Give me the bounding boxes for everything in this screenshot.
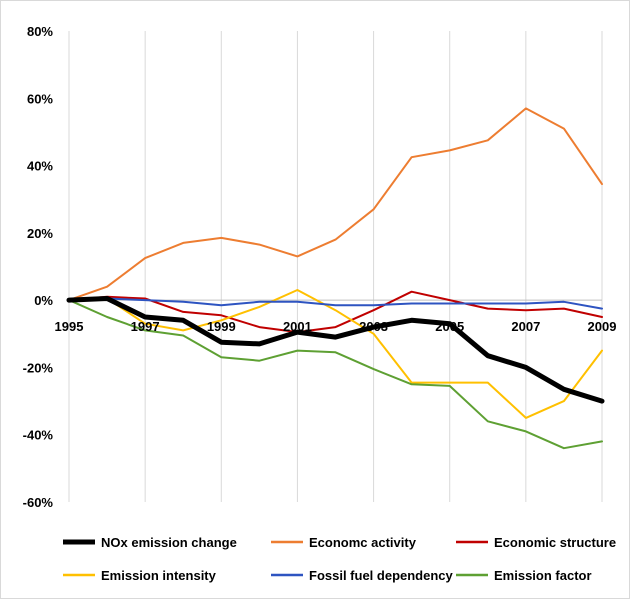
legend-label-emission-factor: Emission factor — [494, 568, 592, 583]
series-line-economic-structure — [68, 290, 603, 334]
series-line-fossil-fuel-dependency — [68, 297, 603, 310]
legend-label-fossil-fuel-dependency: Fossil fuel dependency — [309, 568, 454, 583]
y-tick-label: -60% — [23, 495, 54, 510]
legend-label-emission-intensity: Emission intensity — [101, 568, 217, 583]
x-tick-label: 1999 — [207, 319, 236, 334]
legend-label-nox-emission-change: NOx emission change — [101, 535, 237, 550]
y-tick-label: 60% — [27, 91, 53, 106]
y-tick-label: 0% — [34, 293, 53, 308]
x-tick-labels: 1995 1997 1999 2001 2003 2005 2007 2009 — [55, 319, 617, 334]
y-tick-label: -20% — [23, 360, 54, 375]
x-tick-label: 2009 — [588, 319, 617, 334]
x-tick-label: 2005 — [435, 319, 464, 334]
series-line-economc-activity — [68, 107, 603, 302]
y-tick-label: -40% — [23, 428, 54, 443]
x-tick-label: 2001 — [283, 319, 312, 334]
x-tick-label: 1997 — [131, 319, 160, 334]
series-lines — [66, 107, 605, 450]
series-line-emission-intensity — [68, 289, 603, 419]
x-tick-label: 2003 — [359, 319, 388, 334]
x-tick-label: 1995 — [55, 319, 84, 334]
y-tick-label: 80% — [27, 24, 53, 39]
legend-label-economic-structure: Economic structure — [494, 535, 616, 550]
series-line-emission-factor — [68, 299, 603, 450]
series-line-nox-emission-change — [66, 296, 605, 404]
legend-label-economc-activity: Economc activity — [309, 535, 417, 550]
x-tick-label: 2007 — [511, 319, 540, 334]
y-tick-labels: 80% 60% 40% 20% 0% -20% -40% -60% — [23, 24, 54, 510]
y-tick-label: 20% — [27, 226, 53, 241]
y-tick-label: 40% — [27, 159, 53, 174]
legend: NOx emission change Economc activity Econo… — [63, 535, 616, 583]
